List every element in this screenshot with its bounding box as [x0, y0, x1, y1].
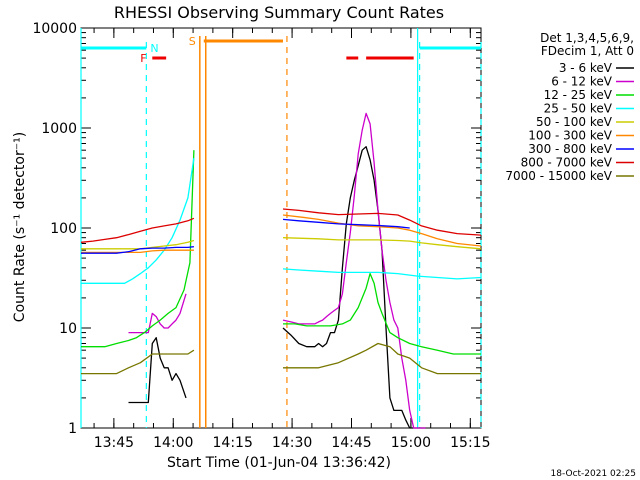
timestamp: 18-Oct-2021 02:25 — [551, 469, 636, 479]
x-tick-label: 14:15 — [213, 435, 253, 451]
y-tick-label: 100 — [50, 221, 77, 237]
y-tick-label: 1 — [68, 421, 77, 437]
y-axis-label: Count Rate (s⁻¹ detector⁻¹) — [12, 132, 28, 322]
series-line — [128, 337, 187, 404]
series-line — [81, 349, 195, 375]
series-line — [282, 218, 410, 229]
saa-label: S — [189, 35, 196, 48]
legend-entry-label: 50 - 100 keV — [536, 115, 613, 129]
legend-entry-label: 800 - 7000 keV — [521, 156, 613, 170]
series-line — [283, 272, 481, 355]
night-label: N — [150, 42, 158, 55]
legend-entry-label: 12 - 25 keV — [544, 88, 613, 102]
legend-entry-label: 25 - 50 keV — [544, 102, 613, 116]
x-tick-label: 14:45 — [331, 435, 371, 451]
series-line — [282, 214, 482, 247]
x-tick-label: 15:00 — [391, 435, 431, 451]
x-tick-label: 14:30 — [272, 435, 312, 451]
series-line — [128, 293, 187, 334]
chart-title: RHESSI Observing Summary Count Rates — [114, 3, 444, 22]
series-line — [81, 158, 195, 284]
series-line — [81, 246, 194, 254]
series-line — [282, 268, 482, 280]
series-line — [282, 237, 482, 250]
series-line — [282, 112, 426, 429]
y-tick-label: 10 — [59, 321, 77, 337]
legend-header-line-2: FDecim 1, Att 0 — [541, 44, 634, 58]
series-line — [81, 249, 194, 254]
flare-label: F — [140, 52, 146, 65]
y-tick-label: 1000 — [41, 121, 77, 137]
legend-entry-label: 300 - 800 keV — [528, 142, 612, 156]
y-tick-label: 10000 — [32, 21, 77, 37]
series-line — [81, 150, 195, 348]
x-tick-label: 13:45 — [94, 435, 134, 451]
plot-area: 1 10 100 1000 10000 13:45 14:00 14:15 14:30 14:45… — [32, 21, 490, 451]
legend-entry-label: 100 - 300 keV — [528, 129, 612, 143]
series-line — [282, 146, 426, 429]
x-tick-label: 15:15 — [450, 435, 490, 451]
series-line — [282, 208, 482, 236]
legend-entry-label: 6 - 12 keV — [551, 75, 613, 89]
legend-header-line-1: Det 1,3,4,5,6,9, — [540, 31, 634, 45]
series-line — [80, 217, 195, 243]
legend-entry-label: 7000 - 15000 keV — [505, 169, 612, 183]
x-axis-label: Start Time (01-Jun-04 13:36:42) — [167, 455, 391, 471]
x-tick-label: 14:00 — [153, 435, 193, 451]
legend-entry-label: 3 - 6 keV — [559, 61, 613, 75]
series-line — [283, 342, 481, 375]
